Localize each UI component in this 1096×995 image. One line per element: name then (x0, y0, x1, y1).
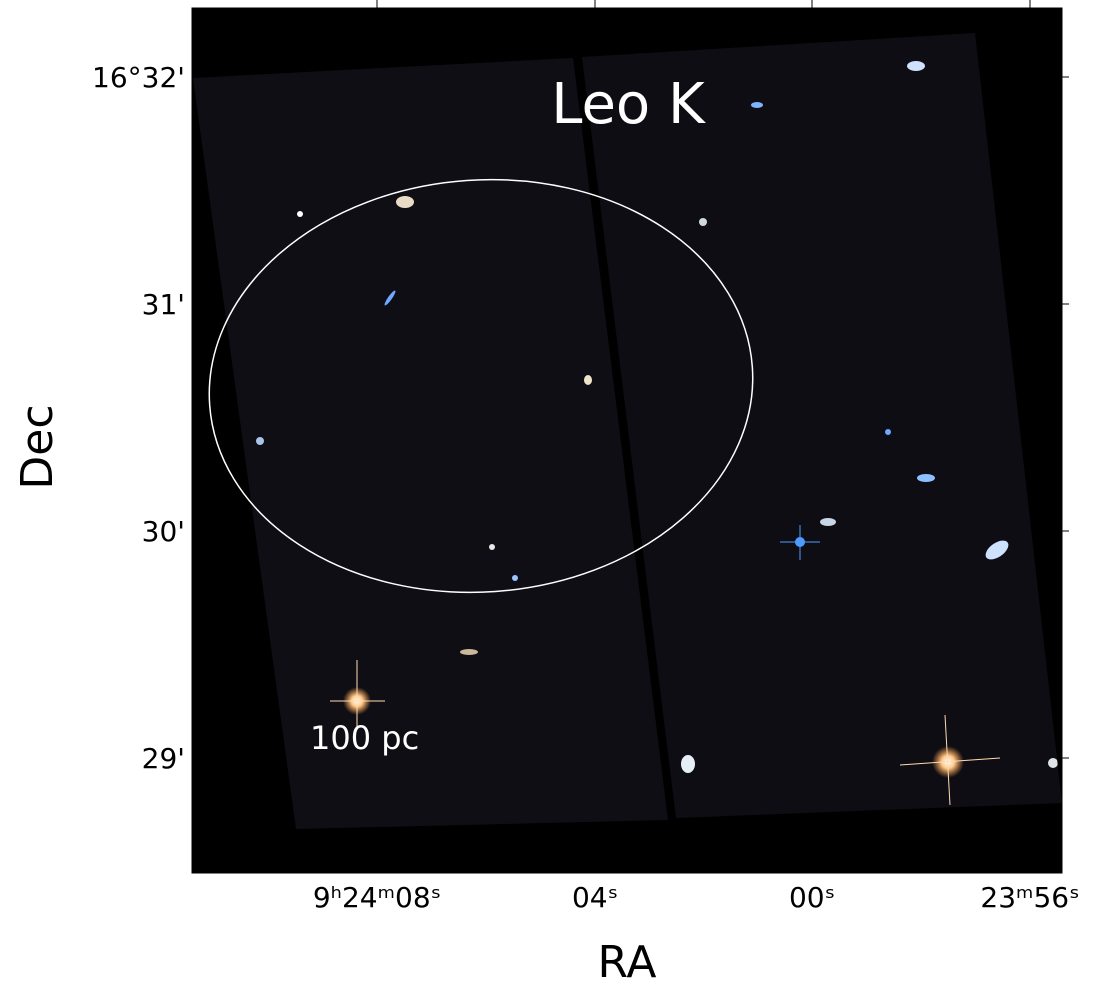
star-field (256, 61, 1058, 806)
x-axis-label: RA (598, 937, 657, 988)
image-panel (193, 58, 668, 829)
x-tick-label: 9ʰ24ᵐ08ˢ (313, 881, 441, 914)
x-tick-label: 23ᵐ56ˢ (980, 881, 1079, 914)
x-tick-label: 04ˢ (572, 881, 618, 914)
image-panel (582, 33, 1062, 818)
y-tick-label: 31' (142, 288, 185, 321)
y-axis-label: Dec (12, 404, 63, 489)
scale-bar-label: 100 pc (310, 719, 419, 757)
y-tick-label: 16°32' (92, 61, 185, 94)
title: Leo K (551, 72, 706, 137)
galaxy-ellipse (208, 178, 754, 594)
y-tick-label: 30' (142, 515, 185, 548)
y-tick-label: 29' (142, 742, 185, 775)
plot-frame (191, 7, 1063, 874)
x-tick-label: 00ˢ (789, 881, 835, 914)
ticks (376, 0, 1069, 759)
